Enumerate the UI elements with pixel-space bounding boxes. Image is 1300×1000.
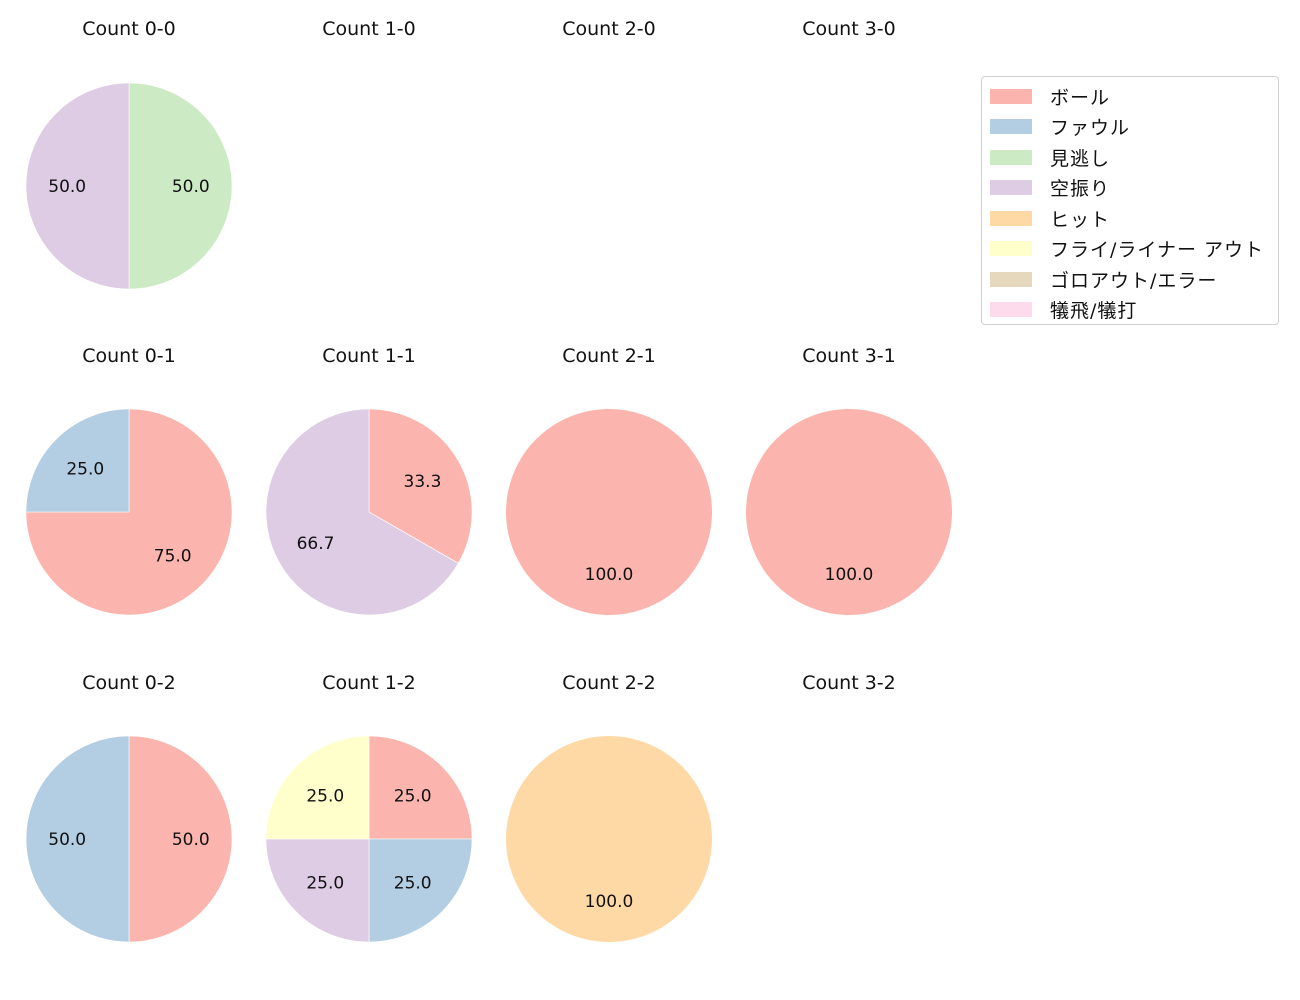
pie-subplot: Count 2-0 bbox=[562, 18, 656, 40]
legend-swatch bbox=[990, 119, 1032, 135]
pie-slice bbox=[128, 82, 233, 290]
pie-subplot: Count 2-1 100.0 bbox=[506, 345, 712, 615]
pie-slice bbox=[368, 408, 473, 564]
legend-label: 見逃し bbox=[1050, 147, 1111, 170]
legend: ボール ファウル 見逃し 空振り ヒット フライ/ライナー アウト ゴロアウト/… bbox=[981, 76, 1279, 325]
legend-swatch bbox=[990, 271, 1032, 287]
slice-percent-label: 100.0 bbox=[585, 892, 634, 912]
pie-slice bbox=[25, 408, 130, 513]
legend-item-grounder-error: ゴロアウト/エラー bbox=[982, 264, 1278, 295]
subplot-title: Count 1-2 bbox=[322, 672, 416, 694]
legend-swatch bbox=[990, 210, 1032, 226]
legend-label: ボール bbox=[1050, 86, 1111, 109]
pie-subplot: Count 3-2 bbox=[802, 672, 896, 694]
slice-percent-label: 66.7 bbox=[297, 534, 335, 554]
slice-percent-label: 100.0 bbox=[825, 565, 874, 585]
subplot-title: Count 1-0 bbox=[322, 18, 416, 40]
legend-item-ball: ボール bbox=[982, 81, 1278, 112]
pie-subplot: Count 0-1 75.0 25.0 bbox=[25, 345, 233, 616]
pie-slice bbox=[128, 735, 233, 943]
legend-label: 犠飛/犠打 bbox=[1050, 300, 1138, 323]
legend-label: ヒット bbox=[1050, 208, 1111, 231]
subplot-title: Count 0-1 bbox=[82, 345, 176, 367]
subplot-title: Count 2-0 bbox=[562, 18, 656, 40]
legend-swatch bbox=[990, 302, 1032, 318]
legend-item-called-strike: 見逃し bbox=[982, 142, 1278, 173]
pie-subplot: Count 3-1 100.0 bbox=[746, 345, 952, 615]
slice-percent-label: 25.0 bbox=[66, 459, 104, 479]
subplot-title: Count 1-1 bbox=[322, 345, 416, 367]
pie-slice bbox=[506, 736, 712, 942]
legend-item-fly-liner-out: フライ/ライナー アウト bbox=[982, 234, 1278, 265]
slice-percent-label: 75.0 bbox=[154, 547, 192, 567]
subplot-title: Count 0-0 bbox=[82, 18, 176, 40]
subplot-title: Count 3-0 bbox=[802, 18, 896, 40]
pie-subplot: Count 2-2 100.0 bbox=[506, 672, 712, 942]
legend-item-foul: ファウル bbox=[982, 112, 1278, 143]
pie-slice bbox=[746, 409, 952, 615]
pie-slice bbox=[368, 735, 473, 840]
slice-percent-label: 25.0 bbox=[394, 874, 432, 894]
pie-slice bbox=[368, 838, 473, 943]
slice-percent-label: 50.0 bbox=[48, 830, 86, 850]
pie-subplot: Count 1-0 bbox=[322, 18, 416, 40]
slice-percent-label: 25.0 bbox=[394, 786, 432, 806]
slice-percent-label: 50.0 bbox=[172, 177, 210, 197]
subplot-title: Count 0-2 bbox=[82, 672, 176, 694]
subplot-title: Count 2-2 bbox=[562, 672, 656, 694]
pie-subplot: Count 0-0 50.0 50.0 bbox=[25, 18, 233, 290]
legend-label: ゴロアウト/エラー bbox=[1050, 269, 1218, 292]
slice-percent-label: 50.0 bbox=[48, 177, 86, 197]
legend-swatch bbox=[990, 88, 1032, 104]
pie-slice bbox=[265, 735, 370, 840]
subplot-title: Count 3-2 bbox=[802, 672, 896, 694]
pie-slice bbox=[25, 408, 233, 616]
subplot-title: Count 3-1 bbox=[802, 345, 896, 367]
legend-swatch bbox=[990, 180, 1032, 196]
slice-percent-label: 25.0 bbox=[306, 874, 344, 894]
legend-swatch bbox=[990, 241, 1032, 257]
pie-slice bbox=[265, 408, 459, 616]
slice-percent-label: 100.0 bbox=[585, 565, 634, 585]
legend-item-swinging-strike: 空振り bbox=[982, 173, 1278, 204]
pie-slice bbox=[25, 735, 130, 943]
slice-percent-label: 33.3 bbox=[404, 472, 442, 492]
legend-swatch bbox=[990, 149, 1032, 165]
slice-percent-label: 50.0 bbox=[172, 830, 210, 850]
pie-slice bbox=[506, 409, 712, 615]
legend-item-sacrifice: 犠飛/犠打 bbox=[982, 295, 1278, 326]
pie-slice bbox=[265, 838, 370, 943]
legend-label: ファウル bbox=[1050, 117, 1131, 140]
pie-slice bbox=[25, 82, 130, 290]
slice-percent-label: 25.0 bbox=[306, 786, 344, 806]
pie-subplot: Count 0-2 50.0 50.0 bbox=[25, 672, 233, 943]
pie-subplot: Count 3-0 bbox=[802, 18, 896, 40]
legend-label: 空振り bbox=[1050, 178, 1111, 201]
pie-subplot: Count 1-2 25.0 25.0 25.0 25.0 bbox=[265, 672, 473, 943]
legend-label: フライ/ライナー アウト bbox=[1050, 239, 1265, 262]
pie-subplot: Count 1-1 33.3 66.7 bbox=[265, 345, 473, 616]
subplot-title: Count 2-1 bbox=[562, 345, 656, 367]
legend-item-hit: ヒット bbox=[982, 203, 1278, 234]
